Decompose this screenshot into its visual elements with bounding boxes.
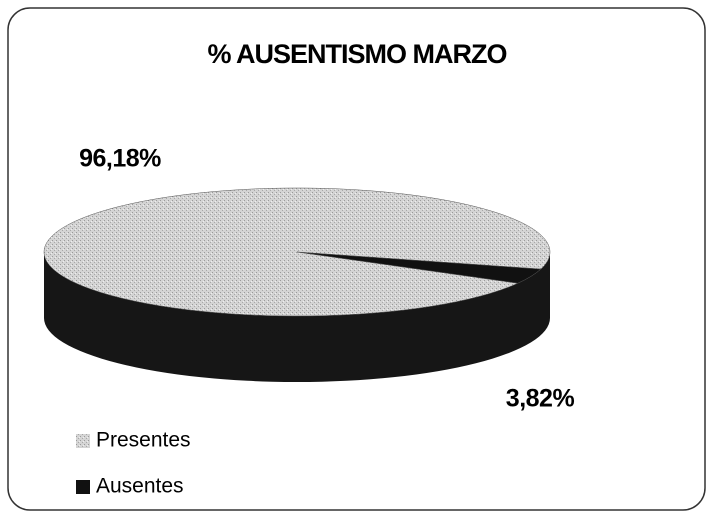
- data-label: 96,18%: [79, 145, 161, 173]
- pie-side: [44, 252, 550, 382]
- legend-label: Presentes: [96, 429, 191, 452]
- chart-title: % AUSENTISMO MARZO: [208, 39, 507, 69]
- legend-label: Ausentes: [96, 475, 184, 498]
- legend-swatch: [76, 480, 90, 494]
- data-label: 3,82%: [506, 385, 575, 413]
- pie-slice: [296, 251, 542, 284]
- legend-swatch: [76, 434, 90, 448]
